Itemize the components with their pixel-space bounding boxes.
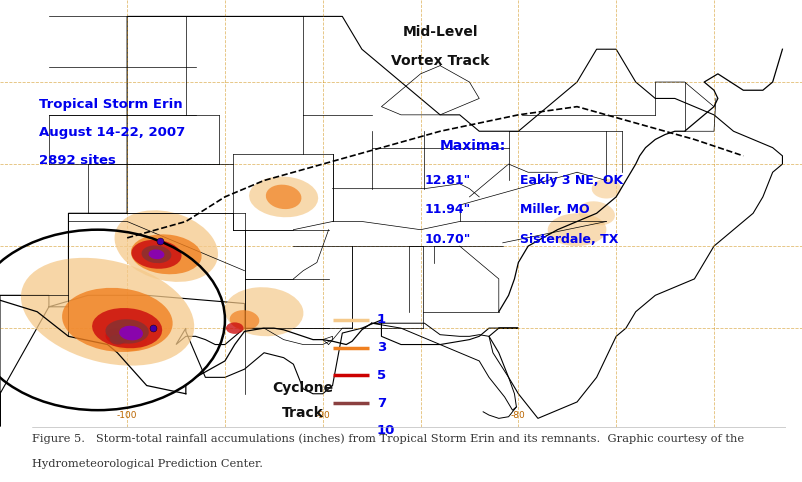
Text: 7: 7 — [377, 397, 386, 410]
Ellipse shape — [110, 335, 125, 345]
Text: Sisterdale, TX: Sisterdale, TX — [520, 233, 618, 246]
Ellipse shape — [106, 328, 129, 345]
Text: Mid-Level: Mid-Level — [403, 25, 478, 39]
Ellipse shape — [119, 326, 143, 340]
Text: 5: 5 — [377, 369, 386, 382]
Text: -90: -90 — [315, 411, 330, 420]
Text: 11.94": 11.94" — [424, 203, 470, 216]
Ellipse shape — [92, 308, 162, 348]
Ellipse shape — [249, 176, 318, 217]
Ellipse shape — [578, 201, 615, 225]
Text: 10: 10 — [377, 424, 395, 437]
Ellipse shape — [148, 249, 164, 259]
Text: Miller, MO: Miller, MO — [520, 203, 590, 216]
Text: Tropical Storm Erin: Tropical Storm Erin — [39, 98, 183, 111]
Ellipse shape — [62, 288, 172, 352]
Ellipse shape — [226, 322, 244, 334]
Ellipse shape — [265, 185, 302, 209]
Ellipse shape — [131, 234, 201, 274]
Polygon shape — [0, 16, 783, 427]
Text: Figure 5.   Storm-total rainfall accumulations (inches) from Tropical Storm Erin: Figure 5. Storm-total rainfall accumulat… — [32, 433, 744, 444]
Ellipse shape — [107, 322, 148, 351]
Text: Track: Track — [282, 406, 324, 420]
Text: 10.70": 10.70" — [424, 233, 471, 246]
Text: 3: 3 — [377, 341, 386, 354]
Text: Hydrometeorological Prediction Center.: Hydrometeorological Prediction Center. — [32, 459, 263, 469]
Text: 1: 1 — [377, 313, 386, 326]
Ellipse shape — [21, 258, 194, 366]
Text: Maxima:: Maxima: — [440, 139, 506, 153]
Ellipse shape — [592, 179, 621, 199]
Text: Vortex Track: Vortex Track — [391, 54, 489, 68]
Ellipse shape — [115, 210, 218, 282]
Ellipse shape — [132, 240, 181, 269]
Text: 2892 sites: 2892 sites — [39, 154, 116, 167]
Text: 12.81": 12.81" — [424, 174, 470, 187]
Text: -80: -80 — [511, 411, 526, 420]
Ellipse shape — [548, 214, 606, 246]
Text: Cyclone: Cyclone — [273, 381, 334, 395]
Text: August 14-22, 2007: August 14-22, 2007 — [39, 126, 185, 139]
Ellipse shape — [229, 310, 259, 330]
Text: -100: -100 — [117, 411, 137, 420]
Ellipse shape — [141, 245, 172, 263]
Text: Eakly 3 NE, OK: Eakly 3 NE, OK — [520, 174, 623, 187]
Ellipse shape — [105, 319, 149, 344]
Ellipse shape — [225, 287, 303, 336]
